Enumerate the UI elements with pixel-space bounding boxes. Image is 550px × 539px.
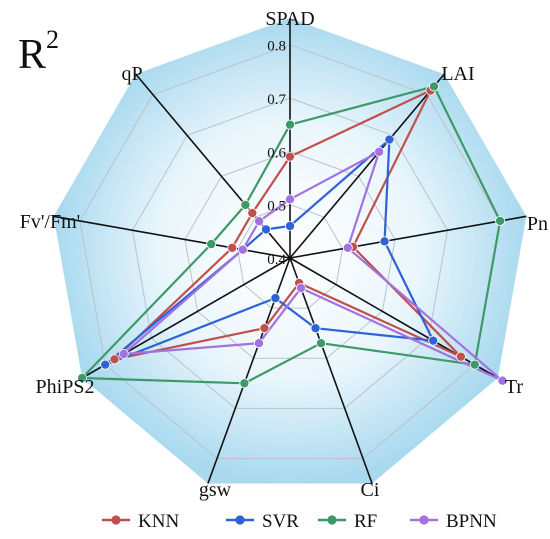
point-svr [284, 220, 295, 231]
point-knn [227, 242, 238, 253]
point-svr [379, 236, 390, 247]
legend-label-knn: KNN [138, 511, 179, 532]
point-rf [206, 239, 217, 250]
series-line-bpnn [122, 150, 504, 382]
point-svr [270, 293, 281, 304]
axis-label: PhiPS2 [36, 376, 95, 398]
point-svr [310, 323, 321, 334]
axis-label: qP [121, 63, 142, 85]
tick-label: 0.4 [267, 252, 286, 268]
axis-labels: SPAD LAI Pn Tr Ci gsw PhiPS2 Fv'/Fm' qP [20, 8, 548, 501]
point-rf [428, 81, 439, 92]
point-svr [384, 134, 395, 145]
point-rf [284, 119, 295, 130]
series-line-rf [81, 85, 502, 385]
point-rf [469, 359, 480, 370]
axis-label: SPAD [265, 8, 314, 30]
point-bpnn [254, 216, 265, 227]
axis-label: LAI [441, 63, 474, 85]
point-bpnn [284, 194, 295, 205]
axis-spoke [289, 73, 445, 259]
tick-label: 0.5 [267, 199, 286, 215]
legend: KNN SVR RF BPNN [102, 511, 497, 532]
legend-swatch-marker [327, 515, 337, 525]
series-line-knn [113, 89, 462, 361]
point-rf [495, 215, 506, 226]
tick-label: 0.8 [267, 39, 286, 55]
legend-swatch-marker [235, 515, 245, 525]
series-layer [77, 81, 508, 389]
axis-label: gsw [199, 479, 232, 501]
tick-label: 0.6 [267, 145, 286, 161]
point-bpnn [374, 146, 385, 157]
point-bpnn [497, 375, 508, 386]
axis-spoke [53, 215, 291, 259]
legend-label-svr: SVR [262, 511, 299, 532]
axis-label: Ci [361, 479, 380, 501]
axis-spoke [289, 215, 527, 259]
grid-ring [131, 97, 449, 409]
axis-label: Fv'/Fm' [20, 211, 81, 233]
axis-label: Tr [505, 376, 524, 398]
point-bpnn [118, 348, 129, 359]
point-knn [109, 354, 120, 365]
grid-ring [79, 44, 501, 459]
point-bpnn [237, 244, 248, 255]
legend-label-bpnn: BPNN [446, 511, 497, 532]
point-rf [316, 338, 327, 349]
point-knn [284, 151, 295, 162]
axis-label: Pn [527, 213, 548, 235]
axis-spoke [289, 257, 373, 484]
legend-swatch-marker [419, 515, 429, 525]
point-svr [261, 224, 272, 235]
legend-label-rf: RF [354, 511, 377, 532]
point-rf [240, 199, 251, 210]
point-bpnn [342, 242, 353, 253]
legend-swatch-marker [111, 515, 121, 525]
point-knn [247, 208, 258, 219]
tick-labels: 0.4 0.5 0.6 0.7 0.8 [267, 39, 286, 268]
tick-label: 0.7 [267, 92, 286, 108]
series-line-svr [104, 138, 435, 366]
point-bpnn [295, 283, 306, 294]
point-knn [455, 351, 466, 362]
point-svr [428, 335, 439, 346]
point-rf [77, 372, 88, 383]
point-svr [100, 359, 111, 370]
chart-title-superscript: 2 [46, 25, 59, 54]
chart-title: R [18, 32, 46, 78]
point-knn [259, 323, 270, 334]
point-rf [239, 378, 250, 389]
point-bpnn [253, 338, 264, 349]
